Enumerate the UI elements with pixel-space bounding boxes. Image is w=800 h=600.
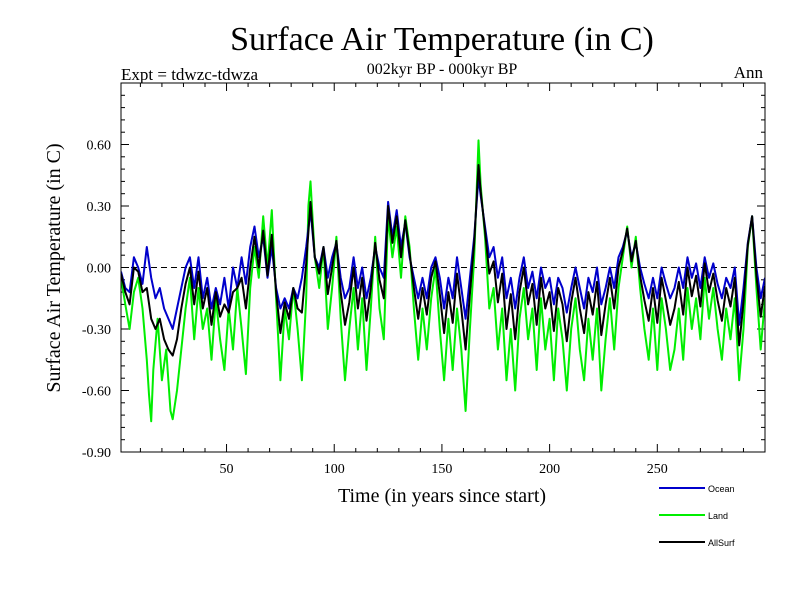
x-tick-label: 200	[539, 462, 560, 477]
x-tick-label: 150	[431, 462, 452, 477]
legend-label-ocean: Ocean	[708, 484, 735, 494]
y-tick-label: -0.30	[82, 323, 111, 338]
y-axis-label: Surface Air Temperature (in C)	[43, 143, 65, 392]
x-tick-label: 100	[324, 462, 345, 477]
y-tick-label: 0.60	[87, 139, 112, 154]
plot-frame	[120, 82, 766, 453]
y-tick-label: -0.90	[82, 446, 111, 461]
chart-subtitle: 002kyr BP - 000kyr BP	[367, 61, 518, 78]
legend-label-land: Land	[708, 511, 728, 521]
y-tick-label: 0.30	[87, 200, 112, 215]
series-line-land	[121, 139, 765, 423]
legend-label-allsurf: AllSurf	[708, 538, 735, 548]
chart-title: Surface Air Temperature (in C)	[230, 21, 654, 58]
x-axis-label: Time (in years since start)	[338, 485, 546, 507]
season-label: Ann	[734, 63, 764, 82]
legend: Ocean Land AllSurf	[659, 484, 735, 548]
y-axis: -0.90 -0.60 -0.30 0.00 0.30 0.60	[82, 139, 111, 462]
x-axis: 50 100 150 200 250	[220, 462, 668, 477]
series-line-allsurf	[121, 164, 765, 357]
x-tick-label: 250	[647, 462, 668, 477]
expt-label: Expt = tdwzc-tdwza	[121, 65, 258, 84]
y-tick-label: 0.00	[87, 262, 112, 277]
y-tick-label: -0.60	[82, 385, 111, 400]
x-tick-label: 50	[220, 462, 234, 477]
